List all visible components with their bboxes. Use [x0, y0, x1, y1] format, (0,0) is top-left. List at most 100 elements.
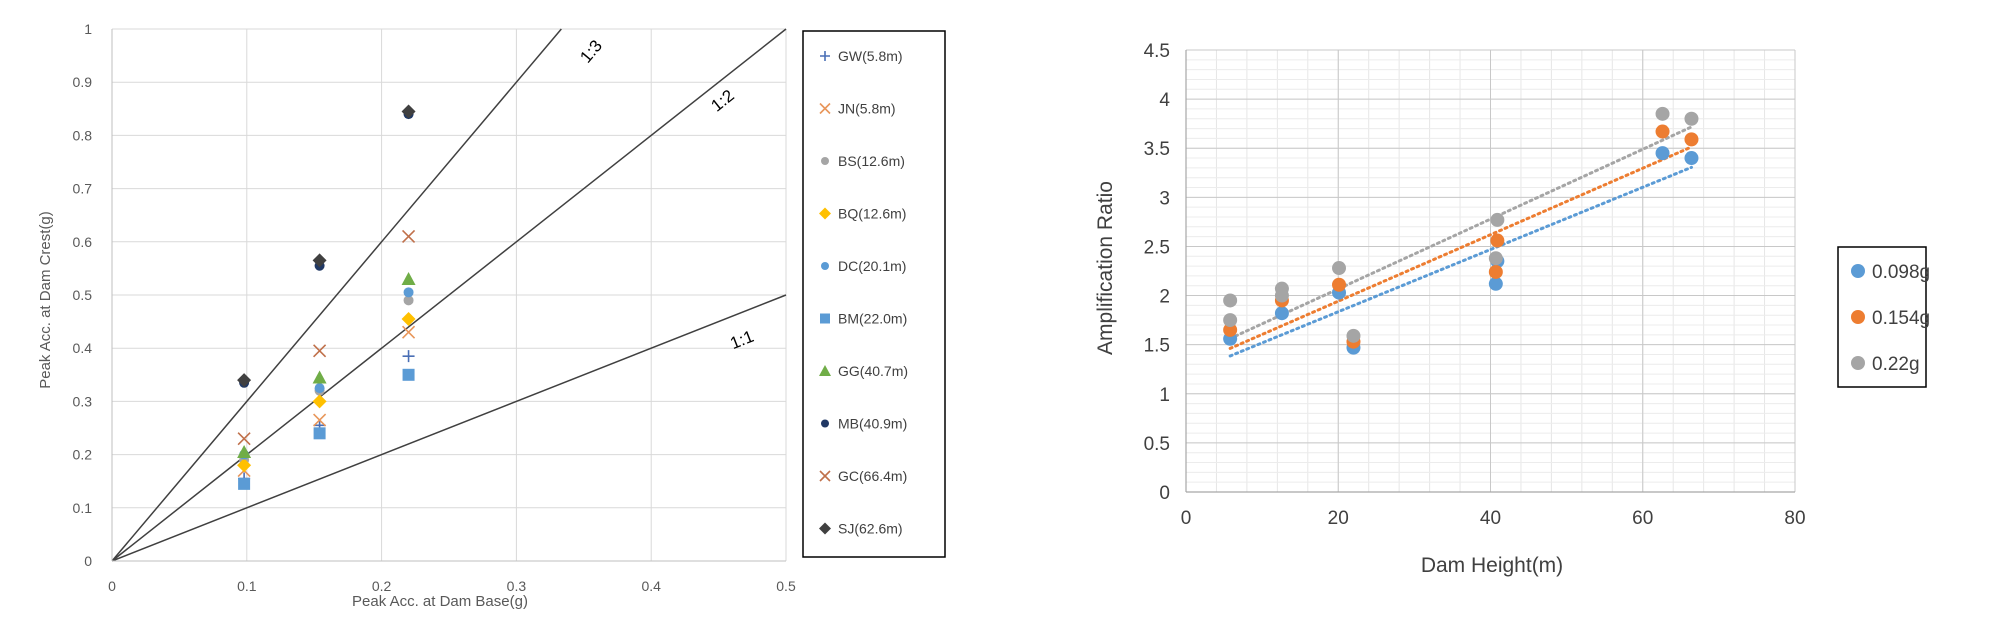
legend-marker-bm-22-0m [820, 313, 830, 324]
c2-axes [1185, 50, 1795, 493]
c1-x-tick-label: 0.2 [372, 578, 392, 594]
trendline-0-154g [1228, 145, 1693, 350]
c1-y-tick-label: 0.7 [73, 181, 93, 197]
c1-data-points [237, 104, 416, 490]
c2-x-tick-label: 80 [1784, 508, 1805, 529]
c1-y-tick-label: 0.4 [73, 340, 93, 356]
legend-marker-gg-40-7m [819, 365, 831, 376]
c2-legend: 0.098g 0.154g 0.22g [1837, 246, 1930, 388]
point-gc-66-4m [401, 229, 416, 244]
c2-y-tick-label: 1 [1159, 385, 1170, 406]
c1-x-tick-label: 0.1 [237, 578, 257, 594]
point-jn-5-8m [401, 325, 416, 339]
c1-y-axis-title: Peak Acc. at Dam Crest(g) [37, 211, 54, 389]
c2-y-tick-label: 1.5 [1144, 336, 1170, 357]
reference-line-1-3 [111, 28, 562, 562]
c2-y-tick-label: 2 [1159, 287, 1170, 308]
c2-x-tick-label: 0 [1181, 508, 1192, 529]
point-0-154g [1332, 277, 1347, 292]
legend-marker-bq-12-6m [819, 207, 831, 220]
point-extra [1274, 288, 1289, 303]
point-gc-66-4m [237, 432, 251, 446]
point-gg-40-7m [237, 444, 252, 458]
c1-x-tick-label: 0 [108, 578, 116, 594]
legend-marker-bs-12-6m [821, 157, 829, 165]
c2-y-tick-label: 4 [1159, 90, 1170, 111]
point-bq-12-6m [401, 311, 416, 326]
legend-label-0-22g: 0.22g [1872, 354, 1920, 375]
trendline-0-098g [1228, 165, 1693, 358]
c2-y-tick-label: 0 [1159, 483, 1170, 504]
point-gg-40-7m [312, 370, 327, 384]
point-0-154g [1684, 132, 1699, 147]
point-0-22g [1332, 261, 1347, 276]
point-sj-62-6m [312, 253, 327, 268]
point-dc-20-1m [403, 287, 414, 298]
point-bm-22-0m [402, 368, 415, 381]
legend-marker-gc-66-4m [819, 470, 831, 482]
point-0-22g [1655, 106, 1670, 121]
c2-y-tick-label: 4.5 [1144, 41, 1170, 62]
c1-y-tick-label: 0.3 [73, 393, 93, 409]
c1-y-tick-label: 0.9 [73, 74, 93, 90]
point-0-098g [1488, 276, 1503, 291]
legend-label-mb-40-9m: MB(40.9m) [838, 416, 907, 432]
point-gg-40-7m [401, 272, 416, 286]
point-0-154g [1655, 124, 1670, 139]
c2-y-tick-label: 3 [1159, 188, 1170, 209]
point-0-22g [1490, 212, 1505, 227]
point-0-098g [1655, 146, 1670, 161]
point-0-154g [1223, 322, 1238, 337]
point-jn-5-8m [313, 413, 327, 427]
legend-marker-0-22g [1851, 356, 1865, 370]
c1-y-tick-label: 0.6 [73, 234, 93, 250]
point-dc-20-1m [314, 383, 325, 394]
c2-y-tick-label: 0.5 [1144, 434, 1170, 455]
c1-legend: GW(5.8m) JN(5.8m) BS(12.6m) BQ(12.6m) DC(20.… [802, 30, 946, 558]
c2-x-axis-title: Dam Height(m) [1421, 554, 1563, 577]
reference-line-1-1 [111, 294, 787, 562]
point-0-098g [1684, 151, 1699, 166]
legend-marker-0-154g [1851, 310, 1865, 324]
legend-label-jn-5-8m: JN(5.8m) [838, 101, 896, 117]
c2-data-points [1223, 106, 1699, 355]
point-0-154g [1488, 264, 1503, 279]
point-sj-62-6m [237, 373, 252, 388]
point-extra [1223, 293, 1238, 308]
point-gc-66-4m [313, 344, 327, 358]
c1-x-tick-label: 0.4 [641, 578, 661, 594]
c2-y-tick-label: 2.5 [1144, 237, 1170, 258]
legend-marker-mb-40-9m [821, 419, 829, 428]
point-sj-62-6m [401, 104, 416, 119]
c1-x-tick-label: 0.5 [776, 578, 796, 594]
c1-x-axis-title: Peak Acc. at Dam Base(g) [352, 593, 528, 610]
legend-marker-jn-5-8m [819, 102, 831, 115]
trendline-0-22g [1228, 125, 1693, 340]
legend-marker-gw-5-8m [820, 51, 830, 61]
reference-line-label-1-1: 1:1 [727, 327, 756, 353]
c1-y-tick-label: 0.8 [73, 127, 93, 143]
legend-label-sj-62-6m: SJ(62.6m) [838, 521, 903, 537]
c1-legend-box [802, 30, 946, 558]
legend-marker-sj-62-6m [819, 522, 831, 535]
point-bm-22-0m [313, 427, 326, 440]
legend-label-gc-66-4m: GC(66.4m) [838, 468, 907, 484]
c1-tick-labels: 0 0.1 0.2 0.3 0.4 0.5 0.6 0.7 0.8 0.9 1 0 0.1 0.2 0.3 0… [73, 21, 796, 594]
point-bq-12-6m [312, 394, 327, 409]
point-0-22g [1223, 313, 1238, 328]
legend-label-0-154g: 0.154g [1872, 308, 1930, 329]
point-0-22g [1684, 111, 1699, 126]
c1-y-tick-label: 0.2 [73, 447, 93, 463]
acceleration-scatter-chart: 1:31:21:1 00.10.20.30.40.50.60.70.80.910… [37, 21, 946, 610]
c1-x-tick-label: 0.3 [507, 578, 527, 594]
legend-marker-0-098g [1851, 264, 1865, 278]
c1-y-tick-label: 0.5 [73, 287, 93, 303]
point-0-154g [1490, 233, 1505, 248]
c2-y-axis-title: Amplification Ratio [1094, 181, 1117, 355]
reference-line-1-2 [111, 28, 787, 562]
c2-x-tick-label: 60 [1632, 508, 1653, 529]
c1-y-tick-label: 1 [84, 21, 92, 37]
c1-y-tick-label: 0 [84, 553, 92, 569]
legend-label-bs-12-6m: BS(12.6m) [838, 153, 905, 169]
